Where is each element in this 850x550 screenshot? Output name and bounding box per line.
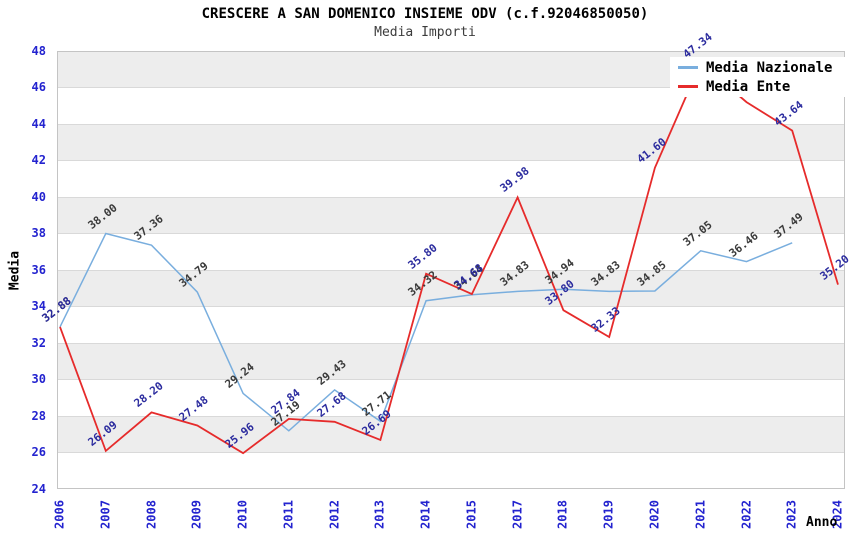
x-tick-2023: 2023	[784, 500, 799, 529]
x-tick-2013: 2013	[372, 500, 387, 529]
y-tick-34: 34	[31, 299, 46, 313]
plot-band-34-36	[58, 270, 844, 307]
series-line-media-ente	[59, 61, 839, 455]
chart-subtitle: Media Importi	[374, 25, 476, 40]
legend-item-media-nazionale: Media Nazionale	[670, 60, 846, 76]
y-axis-title: Media	[7, 250, 23, 291]
x-tick-2012: 2012	[327, 500, 342, 529]
y-tick-46: 46	[31, 80, 46, 94]
legend: Media Nazionale Media Ente	[670, 57, 846, 97]
gridline-34	[58, 306, 844, 307]
y-tick-36: 36	[31, 262, 46, 277]
x-tick-2019: 2019	[601, 500, 616, 529]
y-tick-44: 44	[31, 116, 46, 131]
x-axis-title: Anno	[806, 515, 838, 530]
plot-band-38-40	[58, 197, 844, 234]
chart-title: CRESCERE A SAN DOMENICO INSIEME ODV (c.f…	[201, 6, 649, 22]
y-tick-48: 48	[31, 43, 46, 58]
x-tick-2009: 2009	[189, 500, 204, 529]
plot-band-26-28	[58, 416, 844, 453]
x-tick-2010: 2010	[235, 500, 250, 529]
legend-item-media-ente: Media Ente	[670, 79, 846, 95]
x-tick-2020: 2020	[647, 500, 662, 529]
x-tick-2022: 2022	[739, 500, 753, 529]
y-tick-24: 24	[31, 481, 46, 496]
gridline-28	[58, 415, 844, 417]
x-tick-2018: 2018	[555, 500, 570, 529]
x-tick-2015: 2015	[464, 500, 479, 529]
y-tick-42: 42	[31, 153, 46, 167]
x-tick-2008: 2008	[144, 500, 158, 529]
gridline-44	[58, 123, 844, 125]
x-tick-2021: 2021	[693, 500, 708, 529]
legend-label-media-ente: Media Ente	[706, 78, 791, 95]
y-tick-32: 32	[31, 335, 46, 350]
y-tick-40: 40	[31, 189, 46, 204]
legend-swatch-media-ente	[678, 85, 698, 88]
y-tick-38: 38	[31, 226, 46, 240]
x-tick-2007: 2007	[98, 500, 113, 529]
gridline-42	[58, 160, 844, 161]
gridline-32	[58, 342, 844, 344]
gridline-40	[58, 196, 844, 198]
gridline-30	[58, 379, 844, 380]
x-tick-2011: 2011	[281, 500, 296, 529]
legend-label-media-nazionale: Media Nazionale	[706, 59, 833, 76]
x-tick-2017: 2017	[510, 500, 525, 529]
y-tick-26: 26	[31, 445, 46, 459]
plot-band-42-44	[58, 124, 844, 161]
gridline-26	[58, 452, 844, 453]
x-tick-2014: 2014	[418, 500, 433, 529]
plot-band-30-32	[58, 343, 844, 380]
gridline-46	[58, 87, 844, 88]
y-tick-28: 28	[31, 408, 46, 423]
series-line-media-nazionale	[59, 232, 793, 432]
gridline-38	[58, 233, 844, 234]
x-tick-2006: 2006	[52, 500, 67, 529]
y-tick-30: 30	[31, 372, 46, 386]
legend-swatch-media-nazionale	[678, 66, 698, 69]
plot-area-border	[57, 51, 845, 489]
gridline-36	[58, 269, 844, 271]
